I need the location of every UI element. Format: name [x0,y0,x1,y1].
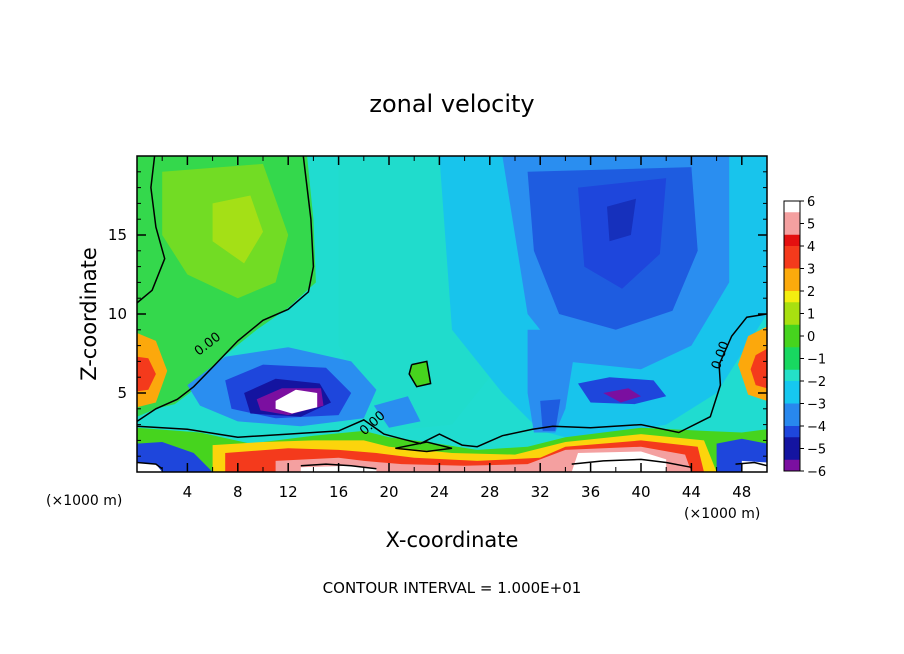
colorbar-swatch [784,414,800,427]
contour-zero-west-upper [137,156,315,423]
field-surface-white-e [571,451,667,472]
colorbar-swatch [784,358,800,371]
colorbar-tick-label: 1 [807,308,815,323]
colorbar-swatch [784,347,800,359]
contour-inner-west-corner [137,461,163,470]
x-axis-unit: (×1000 m) [684,506,760,522]
colorbar-tick-label: 0 [807,330,815,345]
x-tick-label: 40 [631,483,650,501]
field-darkest-core [607,198,636,242]
colorbar-swatch [784,313,800,326]
y-tick-label: 15 [108,226,127,244]
colorbar-swatch [784,392,800,404]
contour-zero-lens [395,441,453,453]
contour-zero-cell [408,360,432,388]
y-axis-title: Z-coordinate [77,247,101,381]
colorbar-tick-label: 4 [807,240,815,255]
colorbar-swatch [784,234,800,247]
field-descending-plume [527,329,578,433]
chart-title: zonal velocity [369,90,534,118]
colorbar-swatch [784,426,800,438]
colorbar-swatch [784,257,800,269]
colorbar-swatch [784,324,800,337]
colorbar-swatch [784,279,800,292]
colorbar-swatch [784,336,800,348]
x-tick-label: 48 [732,483,751,501]
field-jet-extreme [275,389,318,414]
colorbar-swatch [784,302,800,314]
field-plume-tip [540,399,561,431]
colorbar-tick-label: 5 [807,218,815,233]
contour-zero-surface [137,313,767,448]
x-tick-label: 16 [329,483,348,501]
x-tick-label: 12 [279,483,298,501]
field-east-warm-core [750,348,767,389]
colorbar-swatch [784,201,800,213]
colorbar-swatch [784,291,800,303]
colorbar-tick-label: −1 [807,353,826,368]
colorbar-tick-label: −6 [807,465,826,480]
x-axis-title: X-coordinate [386,528,519,552]
x-tick-label: 32 [531,483,550,501]
colorbar-swatch [784,403,800,416]
y-tick-label: 10 [108,305,127,323]
x-tick-label: 28 [480,483,499,501]
colorbar-tick-label: −5 [807,443,826,458]
colorbar-tick-label: −4 [807,420,826,435]
colorbar: 6 5 4 3 2 1 0 −1 −2 −3 −4 −5 −6 [783,195,826,480]
x-tick-label: 24 [430,483,449,501]
colorbar-swatch [784,246,800,258]
colorbar-swatch [784,381,800,393]
x-tick-label: 20 [379,483,398,501]
y-tick-label: 5 [117,384,127,402]
velocity-field [137,156,767,472]
field-mid-blue-patch [373,396,421,428]
colorbar-swatch [784,437,800,449]
colorbar-tick-label: 6 [807,195,815,210]
field-east-jet-core [603,388,641,403]
field-west-warm-core [137,356,156,392]
colorbar-swatch [784,448,800,461]
colorbar-tick-label: −2 [807,375,826,390]
x-tick-label: 4 [183,483,193,501]
colorbar-swatch [784,223,800,236]
colorbar-tick-label: −3 [807,398,826,413]
x-tick-label: 36 [581,483,600,501]
colorbar-swatch [784,268,800,281]
y-axis-unit: (×1000 m) [46,493,122,509]
field-upper-green-core [212,195,263,264]
x-tick-label: 44 [682,483,701,501]
colorbar-tick-label: 2 [807,285,815,300]
colorbar-tick-label: 3 [807,263,815,278]
y-axis: 5 10 15 [108,171,767,457]
zero-contours [137,156,767,470]
contour-inner-e [571,458,692,469]
contour-interval-note: CONTOUR INTERVAL = 1.000E+01 [323,579,582,597]
colorbar-swatch [784,212,800,224]
colorbar-swatch [784,369,800,382]
contour-zero-west-edge [137,156,166,304]
x-tick-label: 8 [233,483,243,501]
field-green-cell [409,361,431,387]
colorbar-swatch [784,459,800,472]
x-axis: 4 8 12 16 20 24 28 32 36 40 44 48 [161,156,751,501]
